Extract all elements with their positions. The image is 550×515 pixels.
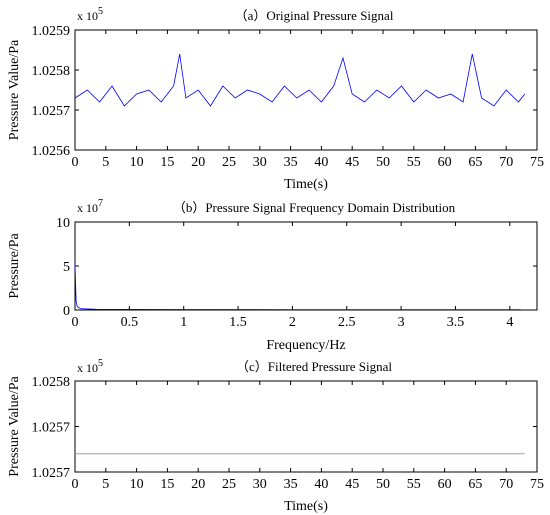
- x-tick-label: 65: [468, 155, 482, 170]
- x-tick-label: 0: [72, 315, 79, 330]
- x-tick-label: 75: [530, 477, 544, 492]
- x-tick-label: 55: [407, 155, 421, 170]
- y-tick-label: 1.0258: [32, 64, 71, 79]
- x-tick-label: 70: [499, 155, 513, 170]
- x-tick-label: 40: [314, 155, 328, 170]
- y-tick-label: 1.0256: [32, 144, 71, 159]
- x-axis-label: Frequency/Hz: [266, 338, 345, 353]
- y-tick-label: 1.0258: [32, 375, 71, 390]
- y-tick-label: 0: [63, 304, 70, 319]
- x-tick-label: 10: [130, 477, 144, 492]
- x-tick-label: 3.5: [447, 315, 465, 330]
- x-axis-label: Time(s): [284, 177, 328, 192]
- plot-frame: [74, 29, 538, 151]
- y-tick-label: 10: [56, 216, 70, 231]
- axis-exponent-label: x 107: [77, 198, 103, 215]
- x-tick-label: 40: [314, 477, 328, 492]
- axis-exponent-label: x 105: [77, 358, 103, 375]
- x-tick-label: 3: [398, 315, 405, 330]
- x-tick-label: 0: [72, 155, 79, 170]
- x-tick-label: 25: [222, 155, 236, 170]
- x-tick-label: 30: [253, 155, 267, 170]
- x-tick-label: 30: [253, 477, 267, 492]
- chart-panel-3: 0 5 10 15 20 25 30 35 40 45 50 55 60 65 70 75 1.0257 1.02…: [7, 358, 544, 514]
- x-tick-label: 35: [284, 477, 298, 492]
- y-tick-label: 5: [63, 260, 70, 275]
- y-tick-label: 1.0257: [32, 104, 71, 119]
- x-tick-label: 15: [160, 477, 174, 492]
- x-axis-label: Time(s): [284, 499, 328, 514]
- chart-panel-2: 0 0.5 1 1.5 2 2.5 3 3.5 4 0 5 10 x 107 （b）Pressure Si…: [7, 198, 538, 353]
- plot-frame: [74, 221, 538, 311]
- y-tick-label: 1.0257: [32, 466, 71, 481]
- y-axis-label: Pressure Value/Pa: [7, 39, 22, 140]
- x-tick-label: 20: [191, 477, 205, 492]
- x-tick-label: 50: [376, 155, 390, 170]
- x-tick-label: 15: [160, 155, 174, 170]
- x-tick-label: 35: [284, 155, 298, 170]
- chart-title: （b）Pressure Signal Frequency Domain Dist…: [173, 200, 456, 215]
- x-tick-label: 60: [438, 477, 452, 492]
- axis-exponent-label: x 105: [77, 6, 103, 23]
- series-line-1: [74, 53, 526, 107]
- x-tick-label: 5: [102, 477, 109, 492]
- x-tick-label: 1.5: [229, 315, 247, 330]
- x-tick-label: 50: [376, 477, 390, 492]
- plot-frame: [74, 380, 538, 473]
- x-tick-label: 2.5: [338, 315, 356, 330]
- x-tick-label: 1: [180, 315, 187, 330]
- x-tick-label: 45: [345, 477, 359, 492]
- x-tick-label: 55: [407, 477, 421, 492]
- x-tick-label: 70: [499, 477, 513, 492]
- x-tick-label: 5: [102, 155, 109, 170]
- x-tick-label: 0: [72, 477, 79, 492]
- x-tick-label: 65: [468, 477, 482, 492]
- y-axis-label: Pressure/Pa: [7, 233, 22, 299]
- x-tick-label: 25: [222, 477, 236, 492]
- chart-panel-1: 0 5 10 15 20 25 30 35 40 45 50 55 60 65 70 75 1.0256 1.02…: [7, 6, 544, 192]
- y-tick-label: 1.0259: [32, 24, 71, 39]
- y-tick-label: 1.0257: [32, 421, 71, 436]
- x-tick-label: 2: [289, 315, 296, 330]
- x-tick-label: 75: [530, 155, 544, 170]
- x-tick-label: 20: [191, 155, 205, 170]
- chart-title: （a）Original Pressure Signal: [235, 8, 394, 23]
- x-tick-label: 4: [506, 315, 513, 330]
- series-line-1: [74, 263, 521, 311]
- chart-title: （c）Filtered Pressure Signal: [236, 359, 392, 374]
- x-tick-label: 45: [345, 155, 359, 170]
- x-tick-label: 0.5: [121, 315, 139, 330]
- x-tick-label: 10: [130, 155, 144, 170]
- x-tick-label: 60: [438, 155, 452, 170]
- y-axis-label: Pressure Value/Pa: [7, 375, 22, 476]
